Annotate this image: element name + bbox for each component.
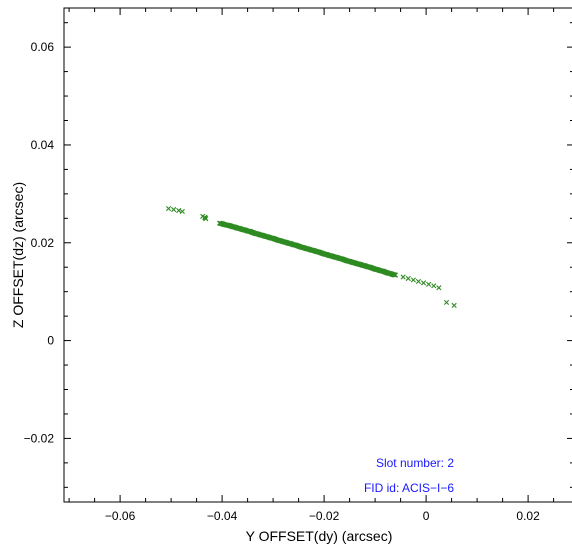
- data-point: [443, 299, 450, 306]
- annotation-slot-number: Slot number: 2: [376, 456, 454, 470]
- x-axis-title: Y OFFSET(dy) (arcsec): [246, 528, 393, 544]
- y-tick-label: 0.06: [31, 40, 55, 54]
- x-tick-label: −0.04: [207, 509, 238, 523]
- data-point: [176, 207, 182, 214]
- data-point: [400, 274, 406, 280]
- data-point: [426, 281, 432, 287]
- x-tick-label: 0.02: [516, 509, 540, 523]
- data-point: [410, 277, 416, 283]
- data-point: [165, 205, 172, 212]
- data-point: [392, 272, 398, 278]
- data-point: [179, 208, 185, 215]
- data-point: [202, 214, 208, 220]
- y-tick-label: 0: [47, 334, 54, 348]
- y-tick-label: 0.04: [31, 138, 55, 152]
- data-point: [415, 278, 422, 285]
- x-tick-label: −0.02: [309, 509, 340, 523]
- data-point: [451, 302, 457, 308]
- x-tick-label: −0.06: [105, 509, 136, 523]
- y-tick-label: −0.02: [24, 431, 55, 445]
- y-axis: −0.02 0 0.02 0.04 0.06: [24, 22, 572, 488]
- data-point: [171, 206, 177, 213]
- annotation-fid-id: FID id: ACIS−I−6: [364, 481, 454, 495]
- data-point: [436, 285, 442, 291]
- y-tick-label: 0.02: [31, 236, 55, 250]
- x-tick-label: 0: [423, 509, 430, 523]
- data-point: [420, 280, 427, 286]
- y-axis-title: Z OFFSET(dz) (arcsec): [10, 182, 26, 328]
- x-axis: −0.06 −0.04 −0.02 0 0.02: [68, 8, 555, 523]
- data-point: [405, 275, 411, 282]
- data-point: [431, 283, 437, 289]
- data-points: [165, 205, 457, 308]
- plot-frame: [63, 7, 572, 503]
